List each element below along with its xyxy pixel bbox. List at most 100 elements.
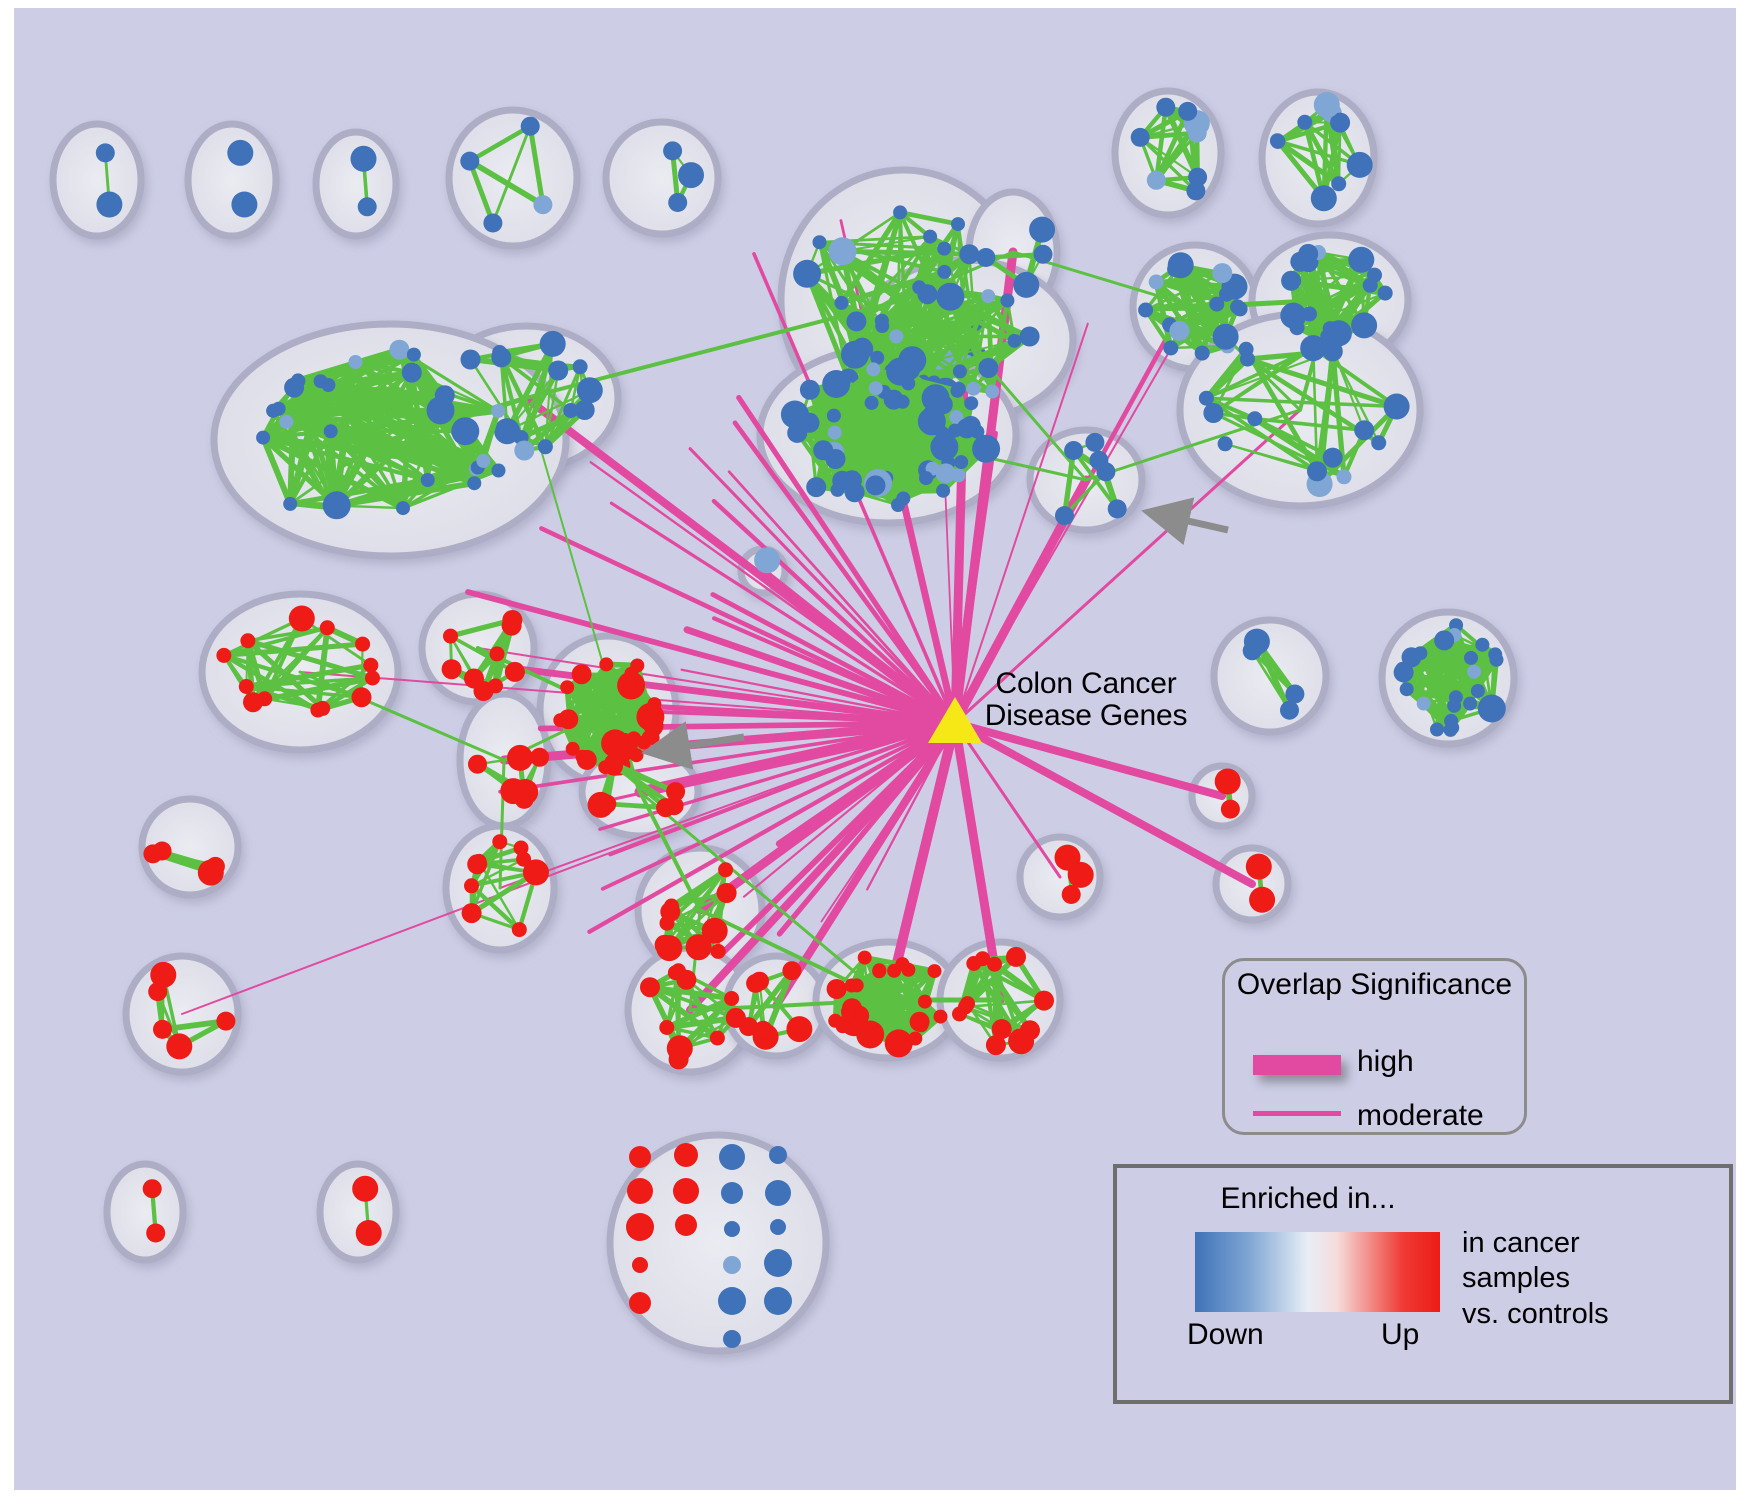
gene-set-node[interactable] [491, 347, 512, 368]
gene-set-node[interactable] [468, 754, 487, 774]
hub-edge[interactable] [883, 718, 960, 1005]
cluster-nodes[interactable] [640, 963, 746, 1070]
gene-set-node[interactable] [572, 359, 588, 375]
gene-set-node[interactable] [1020, 1020, 1040, 1041]
cluster-nodes[interactable] [143, 841, 225, 886]
gene-set-node[interactable] [1019, 326, 1040, 347]
gene-set-node[interactable] [654, 934, 675, 955]
gene-set-node[interactable] [514, 440, 535, 461]
hub-edge[interactable] [953, 721, 1062, 879]
gene-set-node[interactable] [1214, 768, 1241, 795]
gene-set-node[interactable] [659, 915, 675, 931]
gene-set-node[interactable] [770, 1219, 786, 1235]
gene-set-node[interactable] [884, 1029, 913, 1058]
gene-set-node[interactable] [1331, 176, 1347, 192]
cluster-nodes[interactable] [1242, 628, 1305, 720]
gene-set-node[interactable] [627, 1178, 653, 1204]
gene-set-node[interactable] [1445, 720, 1460, 735]
gene-set-node[interactable] [548, 360, 569, 381]
cluster-nodes[interactable] [1214, 768, 1241, 819]
gene-set-node[interactable] [348, 355, 363, 369]
gene-set-node[interactable] [146, 1223, 166, 1243]
gene-set-node[interactable] [355, 1220, 382, 1246]
gene-set-node[interactable] [279, 414, 294, 429]
gene-set-node[interactable] [1434, 630, 1455, 651]
hub-edge[interactable] [950, 718, 1005, 1005]
gene-set-node[interactable] [663, 141, 683, 161]
gene-set-node[interactable] [1067, 861, 1094, 888]
gene-set-node[interactable] [952, 364, 967, 379]
gene-set-node[interactable] [238, 679, 254, 694]
gene-set-node[interactable] [666, 782, 686, 802]
gene-set-node[interactable] [723, 1256, 741, 1274]
cluster-nodes[interactable] [1393, 618, 1506, 737]
gene-set-node[interactable] [765, 1180, 791, 1206]
gene-set-node[interactable] [1055, 506, 1074, 526]
gene-set-node[interactable] [599, 657, 614, 672]
gene-set-node[interactable] [668, 193, 688, 212]
gene-set-node[interactable] [464, 878, 479, 894]
gene-set-node[interactable] [1470, 684, 1485, 698]
gene-set-node[interactable] [875, 319, 890, 333]
gene-set-node[interactable] [1029, 216, 1056, 243]
gene-set-node[interactable] [828, 237, 857, 266]
gene-set-node[interactable] [937, 241, 952, 256]
gene-set-node[interactable] [1322, 341, 1343, 362]
gene-set-node[interactable] [1203, 403, 1224, 423]
gene-set-node[interactable] [834, 295, 849, 310]
cluster-blob[interactable] [103, 1160, 187, 1264]
gene-set-node[interactable] [1401, 647, 1422, 668]
gene-set-node[interactable] [1307, 461, 1327, 482]
gene-set-node[interactable] [709, 1030, 725, 1046]
gene-set-node[interactable] [1169, 320, 1190, 341]
gene-set-node[interactable] [1489, 652, 1504, 667]
cluster-nodes[interactable] [350, 145, 377, 217]
gene-set-node[interactable] [142, 1179, 162, 1199]
gene-set-node[interactable] [964, 396, 979, 411]
gene-set-node[interactable] [629, 1292, 651, 1314]
gene-set-node[interactable] [856, 1020, 885, 1049]
cluster-nodes[interactable] [826, 950, 948, 1058]
gene-set-node[interactable] [1212, 323, 1239, 350]
gene-set-node[interactable] [987, 956, 1002, 972]
gene-set-node[interactable] [853, 338, 874, 359]
gene-set-node[interactable] [1198, 390, 1214, 406]
gene-set-node[interactable] [769, 1146, 787, 1164]
gene-set-node[interactable] [1187, 123, 1207, 143]
gene-set-node[interactable] [1146, 170, 1166, 190]
gene-set-node[interactable] [866, 362, 881, 377]
gene-set-node[interactable] [513, 840, 529, 856]
gene-set-node[interactable] [488, 678, 503, 694]
gene-set-node[interactable] [622, 676, 637, 691]
gene-set-node[interactable] [685, 934, 712, 961]
gene-set-node[interactable] [750, 971, 769, 991]
gene-set-node[interactable] [670, 963, 686, 979]
gene-set-node[interactable] [632, 1257, 648, 1273]
gene-set-node[interactable] [896, 491, 911, 506]
gene-set-node[interactable] [420, 473, 435, 487]
gene-set-node[interactable] [629, 1146, 651, 1168]
gene-set-node[interactable] [150, 961, 177, 988]
gene-set-node[interactable] [716, 883, 737, 903]
gene-set-node[interactable] [895, 394, 910, 409]
gene-set-node[interactable] [857, 950, 872, 965]
gene-set-node[interactable] [575, 749, 590, 764]
gene-set-node[interactable] [640, 977, 660, 998]
gene-set-node[interactable] [1033, 244, 1053, 264]
gene-set-node[interactable] [949, 410, 964, 424]
gene-set-node[interactable] [972, 434, 1001, 463]
gene-set-node[interactable] [365, 670, 380, 686]
gene-set-node[interactable] [786, 1016, 813, 1043]
gene-set-node[interactable] [950, 383, 965, 398]
gene-set-node[interactable] [799, 412, 820, 433]
gene-set-node[interactable] [576, 377, 603, 404]
gene-set-node[interactable] [1467, 664, 1482, 679]
gene-set-node[interactable] [1194, 345, 1210, 361]
gene-set-node[interactable] [666, 1035, 693, 1062]
gene-set-node[interactable] [1034, 990, 1054, 1011]
gene-set-node[interactable] [489, 646, 505, 662]
gene-set-node[interactable] [504, 661, 525, 682]
gene-set-node[interactable] [1322, 447, 1343, 468]
cluster-nodes[interactable] [739, 961, 813, 1050]
gene-set-node[interactable] [271, 401, 286, 416]
